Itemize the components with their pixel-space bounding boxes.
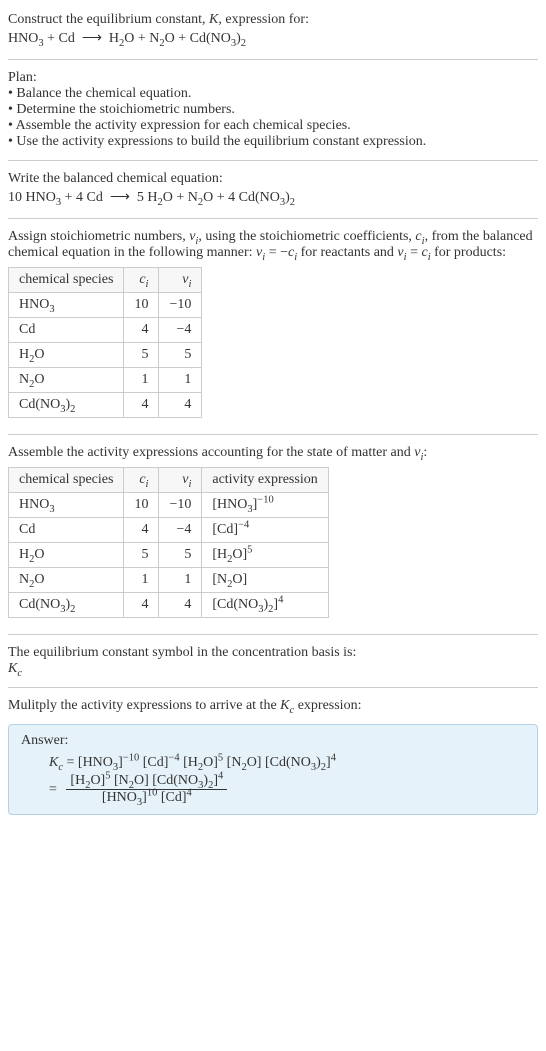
answer-box: Answer: Kc = [HNO3]−10 [Cd]−4 [H2O]5 [N2… bbox=[8, 724, 538, 815]
cell-v: 4 bbox=[159, 393, 202, 418]
divider bbox=[8, 59, 538, 60]
table-row: HNO310−10[HNO3]−10 bbox=[9, 493, 329, 518]
table-row: H2O55[H2O]5 bbox=[9, 543, 329, 568]
answer-denominator: [HNO3]10 [Cd]4 bbox=[66, 790, 227, 806]
cell-v: 4 bbox=[159, 593, 202, 618]
cell-species: N2O bbox=[9, 568, 124, 593]
multiply-section: Mulitply the activity expressions to arr… bbox=[8, 692, 538, 720]
divider bbox=[8, 434, 538, 435]
divider bbox=[8, 218, 538, 219]
divider bbox=[8, 634, 538, 635]
cell-c: 1 bbox=[124, 368, 159, 393]
table-row: Cd4−4 bbox=[9, 318, 202, 343]
cell-species: HNO3 bbox=[9, 493, 124, 518]
stoich-body: HNO310−10Cd4−4H2O55N2O11Cd(NO3)244 bbox=[9, 293, 202, 418]
cell-v: 5 bbox=[159, 343, 202, 368]
plan-list: • Balance the chemical equation.• Determ… bbox=[8, 86, 538, 150]
cell-c: 4 bbox=[124, 393, 159, 418]
table-row: Cd4−4[Cd]−4 bbox=[9, 518, 329, 543]
activity-table: chemical speciesciνiactivity expression … bbox=[8, 467, 329, 618]
divider bbox=[8, 160, 538, 161]
cell-expr: [Cd(NO3)2]4 bbox=[202, 593, 328, 618]
cell-v: 1 bbox=[159, 368, 202, 393]
cell-species: Cd(NO3)2 bbox=[9, 593, 124, 618]
stoich-intro: Assign stoichiometric numbers, νi, using… bbox=[8, 229, 538, 261]
plan-item: • Assemble the activity expression for e… bbox=[8, 118, 538, 134]
table-row: N2O11 bbox=[9, 368, 202, 393]
table-row: Cd(NO3)244 bbox=[9, 393, 202, 418]
cell-species: N2O bbox=[9, 368, 124, 393]
cell-v: −10 bbox=[159, 293, 202, 318]
cell-expr: [H2O]5 bbox=[202, 543, 328, 568]
answer-line2: = [H2O]5 [N2O] [Cd(NO3)2]4 [HNO3]10 [Cd]… bbox=[49, 773, 525, 806]
balanced-section: Write the balanced chemical equation: 10… bbox=[8, 165, 538, 214]
cell-c: 5 bbox=[124, 543, 159, 568]
answer-fraction: [H2O]5 [N2O] [Cd(NO3)2]4 [HNO3]10 [Cd]4 bbox=[66, 773, 227, 806]
cell-species: H2O bbox=[9, 343, 124, 368]
multiply-text: Mulitply the activity expressions to arr… bbox=[8, 698, 538, 714]
cell-v: −4 bbox=[159, 318, 202, 343]
activity-col-header: chemical species bbox=[9, 468, 124, 493]
equals-sign: = bbox=[49, 782, 57, 798]
cell-c: 1 bbox=[124, 568, 159, 593]
answer-line1: Kc = [HNO3]−10 [Cd]−4 [H2O]5 [N2O] [Cd(N… bbox=[49, 755, 525, 771]
symbol-line2: Kc bbox=[8, 661, 538, 677]
cell-v: 1 bbox=[159, 568, 202, 593]
symbol-line1: The equilibrium constant symbol in the c… bbox=[8, 645, 538, 661]
answer-label: Answer: bbox=[21, 733, 525, 749]
cell-c: 5 bbox=[124, 343, 159, 368]
cell-c: 4 bbox=[124, 593, 159, 618]
activity-intro: Assemble the activity expressions accoun… bbox=[8, 445, 538, 461]
cell-v: 5 bbox=[159, 543, 202, 568]
table-row: HNO310−10 bbox=[9, 293, 202, 318]
activity-header-row: chemical speciesciνiactivity expression bbox=[9, 468, 329, 493]
activity-col-header: ci bbox=[124, 468, 159, 493]
divider bbox=[8, 687, 538, 688]
cell-c: 10 bbox=[124, 493, 159, 518]
activity-col-header: νi bbox=[159, 468, 202, 493]
activity-col-header: activity expression bbox=[202, 468, 328, 493]
activity-section: Assemble the activity expressions accoun… bbox=[8, 439, 538, 630]
plan-item: • Use the activity expressions to build … bbox=[8, 134, 538, 150]
stoich-col-header: νi bbox=[159, 268, 202, 293]
plan-item: • Balance the chemical equation. bbox=[8, 86, 538, 102]
header-section: Construct the equilibrium constant, K, e… bbox=[8, 6, 538, 55]
plan-item: • Determine the stoichiometric numbers. bbox=[8, 102, 538, 118]
header-equation: HNO3 + Cd ⟶ H2O + N2O + Cd(NO3)2 bbox=[8, 30, 538, 47]
cell-expr: [N2O] bbox=[202, 568, 328, 593]
table-row: Cd(NO3)244[Cd(NO3)2]4 bbox=[9, 593, 329, 618]
table-row: H2O55 bbox=[9, 343, 202, 368]
table-row: N2O11[N2O] bbox=[9, 568, 329, 593]
cell-species: Cd(NO3)2 bbox=[9, 393, 124, 418]
answer-body: Kc = [HNO3]−10 [Cd]−4 [H2O]5 [N2O] [Cd(N… bbox=[21, 755, 525, 806]
stoich-col-header: chemical species bbox=[9, 268, 124, 293]
cell-v: −4 bbox=[159, 518, 202, 543]
stoich-header-row: chemical speciesciνi bbox=[9, 268, 202, 293]
cell-species: HNO3 bbox=[9, 293, 124, 318]
cell-c: 10 bbox=[124, 293, 159, 318]
cell-c: 4 bbox=[124, 518, 159, 543]
activity-body: HNO310−10[HNO3]−10Cd4−4[Cd]−4H2O55[H2O]5… bbox=[9, 493, 329, 618]
stoich-table: chemical speciesciνi HNO310−10Cd4−4H2O55… bbox=[8, 267, 202, 418]
cell-expr: [HNO3]−10 bbox=[202, 493, 328, 518]
symbol-section: The equilibrium constant symbol in the c… bbox=[8, 639, 538, 683]
cell-species: H2O bbox=[9, 543, 124, 568]
cell-v: −10 bbox=[159, 493, 202, 518]
cell-species: Cd bbox=[9, 318, 124, 343]
plan-title: Plan: bbox=[8, 70, 538, 86]
header-title: Construct the equilibrium constant, K, e… bbox=[8, 12, 538, 28]
cell-species: Cd bbox=[9, 518, 124, 543]
plan-section: Plan: • Balance the chemical equation.• … bbox=[8, 64, 538, 156]
cell-expr: [Cd]−4 bbox=[202, 518, 328, 543]
balanced-equation: 10 HNO3 + 4 Cd ⟶ 5 H2O + N2O + 4 Cd(NO3)… bbox=[8, 189, 538, 206]
cell-c: 4 bbox=[124, 318, 159, 343]
stoich-col-header: ci bbox=[124, 268, 159, 293]
balanced-title: Write the balanced chemical equation: bbox=[8, 171, 538, 187]
stoich-section: Assign stoichiometric numbers, νi, using… bbox=[8, 223, 538, 430]
